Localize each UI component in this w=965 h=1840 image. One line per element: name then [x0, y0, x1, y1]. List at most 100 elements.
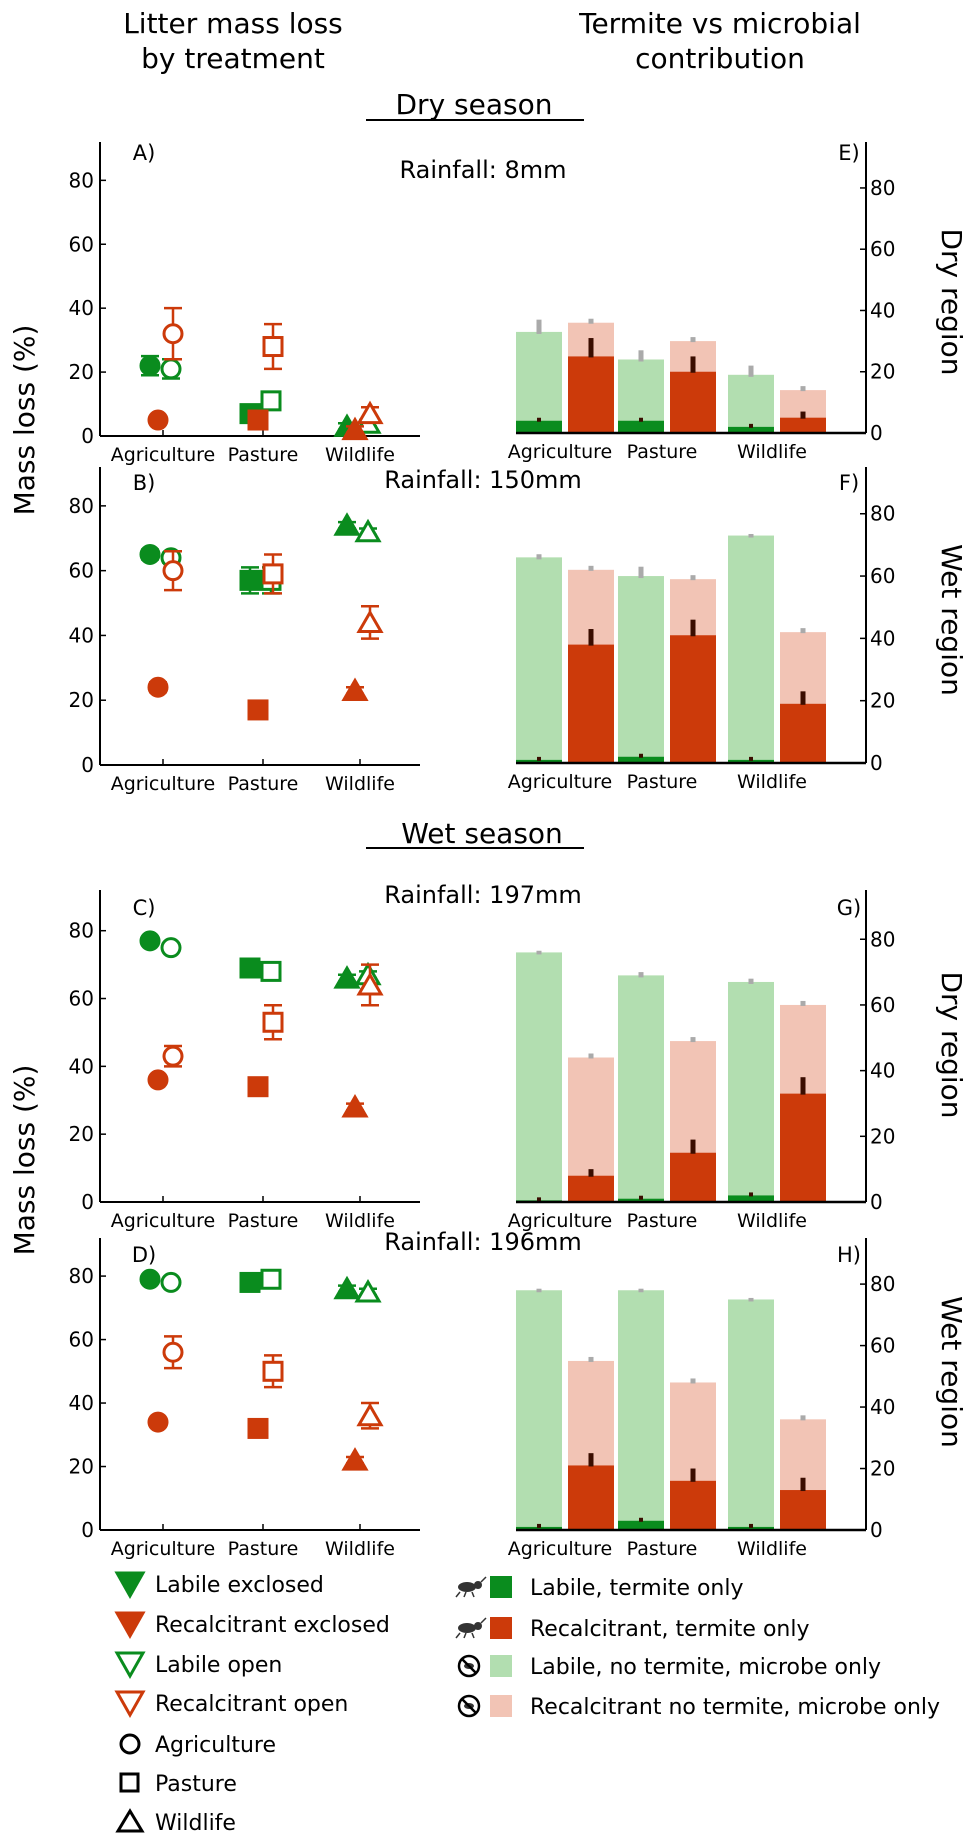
y-tick-label: 20 — [69, 360, 94, 384]
x-tick-label: Pasture — [627, 1210, 698, 1232]
y-tick-label: 40 — [870, 1059, 895, 1083]
bar-recalcitrant-termite-wildlife — [780, 417, 826, 433]
y-tick-label: 0 — [81, 424, 94, 448]
data-point-recalcitrant-open-wildlife — [356, 609, 384, 633]
rainfall-label: Rainfall: 197mm — [384, 881, 582, 909]
data-point-labile-open-pasture — [260, 960, 282, 982]
legend-label: Recalcitrant exclosed — [155, 1613, 390, 1638]
error-bar-labile — [536, 319, 542, 334]
x-tick-label: Agriculture — [111, 444, 216, 466]
open-triangle-down-green — [114, 1651, 146, 1680]
legend-swatch — [490, 1695, 512, 1717]
termite-icon — [455, 1617, 487, 1639]
y-tick-label: 40 — [69, 296, 94, 320]
legend: Labile exclosed Recalcitrant exclosed Labi… — [114, 1571, 940, 1836]
error-bar-recalcitrant — [800, 1000, 806, 1006]
data-point-recalcitrant-open-agriculture — [162, 560, 184, 582]
left-column-header-line2: by treatment — [141, 42, 325, 75]
legend-item-labile-termite-only: Labile, termite only — [455, 1576, 744, 1601]
x-tick-label: Wildlife — [737, 1538, 807, 1560]
error-bar-recalcitrant-termite — [588, 338, 594, 358]
error-bar-labile-termite — [749, 1192, 753, 1197]
error-bar-labile — [638, 350, 644, 362]
bar-recalcitrant-termite-pasture — [670, 371, 716, 433]
data-point-recalcitrant-exclosed-agriculture — [147, 676, 169, 698]
bar-recalcitrant-termite-agriculture — [568, 644, 614, 763]
y-tick-label: 20 — [870, 360, 895, 384]
data-point-recalcitrant-exclosed-agriculture — [147, 1069, 169, 1091]
error-bar-recalcitrant — [800, 628, 806, 634]
wet-season-heading: Wet season — [401, 817, 563, 850]
bar-recalcitrant-termite-agriculture — [568, 1175, 614, 1202]
x-tick-label: Agriculture — [508, 1210, 613, 1232]
error-bar-labile — [748, 1297, 754, 1302]
open-triangle-down-red — [114, 1690, 146, 1719]
error-bar-recalcitrant-termite — [800, 691, 806, 705]
error-bar-labile — [536, 1288, 542, 1293]
left-column-header-line1: Litter mass loss — [123, 7, 343, 40]
error-bar-labile — [638, 1288, 644, 1293]
error-bar-recalcitrant-termite — [690, 619, 696, 637]
bar-panel-1: Agriculture Pasture Wildlife 0 20 40 60 80 E) — [508, 141, 896, 463]
data-point-recalcitrant-open-pasture — [262, 336, 284, 358]
error-bar-labile-termite — [749, 423, 753, 428]
panel-label: D) — [132, 1243, 156, 1267]
y-tick-label: 20 — [870, 1124, 895, 1148]
x-tick-label: Pasture — [228, 773, 299, 795]
y-tick-label: 20 — [870, 689, 895, 713]
data-point-recalcitrant-open-agriculture — [162, 1341, 184, 1363]
termite-leg — [471, 1591, 475, 1598]
bar-labile-microbe-pasture — [618, 576, 664, 763]
x-tick-label: Pasture — [627, 771, 698, 793]
legend-item-labile-exclosed: Labile exclosed — [114, 1571, 324, 1600]
y-tick-label: 40 — [870, 626, 895, 650]
dry-region-label-top: Dry region — [935, 228, 965, 375]
data-point-recalcitrant-open-agriculture — [162, 323, 184, 345]
scatter-panel-3: 0 20 40 60 80 Agriculture Pasture Wildlife C) Rai… — [69, 881, 582, 1232]
error-bar-labile — [638, 566, 644, 579]
no-termite-icon — [457, 1654, 481, 1678]
error-bar-recalcitrant — [800, 1415, 806, 1421]
error-bar-recalcitrant — [690, 1378, 696, 1384]
x-tick-label: Agriculture — [111, 1538, 216, 1560]
data-point-labile-exclosed-wildlife — [333, 965, 361, 989]
panel-label: A) — [133, 141, 156, 165]
y-tick-label: 40 — [870, 1395, 895, 1419]
y-tick-label: 60 — [69, 987, 94, 1011]
data-point-labile-exclosed-wildlife — [333, 512, 361, 536]
data-point-labile-open-wildlife — [354, 518, 382, 543]
legend-label: Labile, termite only — [530, 1576, 744, 1601]
bar-recalcitrant-termite-wildlife — [780, 703, 826, 763]
error-bar-labile — [638, 972, 644, 978]
y-tick-label: 80 — [69, 919, 94, 943]
bar-recalcitrant-termite-wildlife — [780, 1093, 826, 1202]
error-bar-recalcitrant — [690, 337, 696, 343]
bar-labile-microbe-agriculture — [516, 557, 562, 763]
error-bar-labile-termite — [639, 1517, 643, 1522]
y-tick-label: 40 — [69, 1391, 94, 1415]
data-point-recalcitrant-exclosed-agriculture — [147, 409, 169, 431]
y-tick-label: 0 — [870, 751, 883, 775]
y-tick-label: 40 — [69, 623, 94, 647]
data-point-recalcitrant-open-agriculture — [162, 1045, 184, 1067]
data-point-recalcitrant-exclosed-pasture — [247, 699, 269, 721]
data-point-recalcitrant-open-wildlife — [356, 971, 384, 996]
scatter-panel-2: 0 20 40 60 80 Agriculture Pasture Wildlife B) Rai… — [69, 466, 582, 795]
x-tick-label: Wildlife — [325, 1538, 395, 1560]
y-tick-label: 0 — [870, 1190, 883, 1214]
data-point-labile-exclosed-pasture — [239, 1271, 261, 1293]
y-axis-label-top: Mass loss (%) — [8, 325, 41, 516]
error-bar-labile — [748, 978, 754, 984]
bar-labile-termite-pasture — [618, 756, 664, 763]
error-bar-labile — [748, 533, 754, 538]
data-point-labile-exclosed-agriculture — [139, 1268, 161, 1290]
panel-label: H) — [837, 1243, 861, 1267]
error-bar-recalcitrant-termite — [800, 411, 806, 419]
bar-labile-microbe-agriculture — [516, 952, 562, 1202]
bar-recalcitrant-termite-pasture — [670, 635, 716, 763]
data-point-labile-exclosed-wildlife — [333, 1275, 361, 1300]
bar-labile-microbe-pasture — [618, 1290, 664, 1530]
x-tick-label: Agriculture — [111, 1210, 216, 1232]
error-bar-recalcitrant — [690, 575, 696, 581]
x-tick-label: Agriculture — [508, 771, 613, 793]
